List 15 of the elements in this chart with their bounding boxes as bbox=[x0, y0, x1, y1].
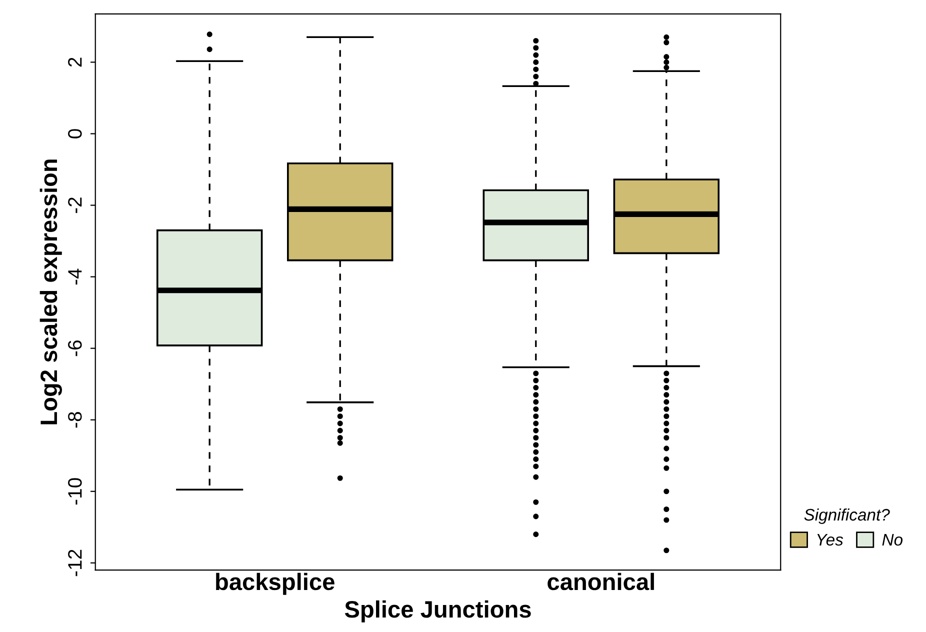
legend-label: Yes bbox=[817, 534, 844, 546]
y-tick-label: -2 bbox=[68, 198, 82, 214]
legend-title: Significant? bbox=[804, 508, 890, 524]
y-tick-label: 0 bbox=[68, 129, 82, 138]
y-tick-label: -12 bbox=[68, 550, 82, 576]
y-tick-label: -8 bbox=[68, 412, 82, 428]
y-tick-label: 2 bbox=[68, 58, 82, 67]
legend-label: No bbox=[882, 534, 903, 546]
y-tick-label: -6 bbox=[68, 340, 82, 356]
y-tick-label: -10 bbox=[68, 478, 82, 505]
y-axis-title: Log2 scaled expression bbox=[40, 160, 62, 424]
x-axis-title: Splice Junctions bbox=[344, 600, 531, 622]
x-tick-label: backsplice bbox=[216, 572, 334, 595]
y-tick-label: -4 bbox=[68, 268, 82, 285]
x-tick-label: canonical bbox=[548, 572, 654, 590]
